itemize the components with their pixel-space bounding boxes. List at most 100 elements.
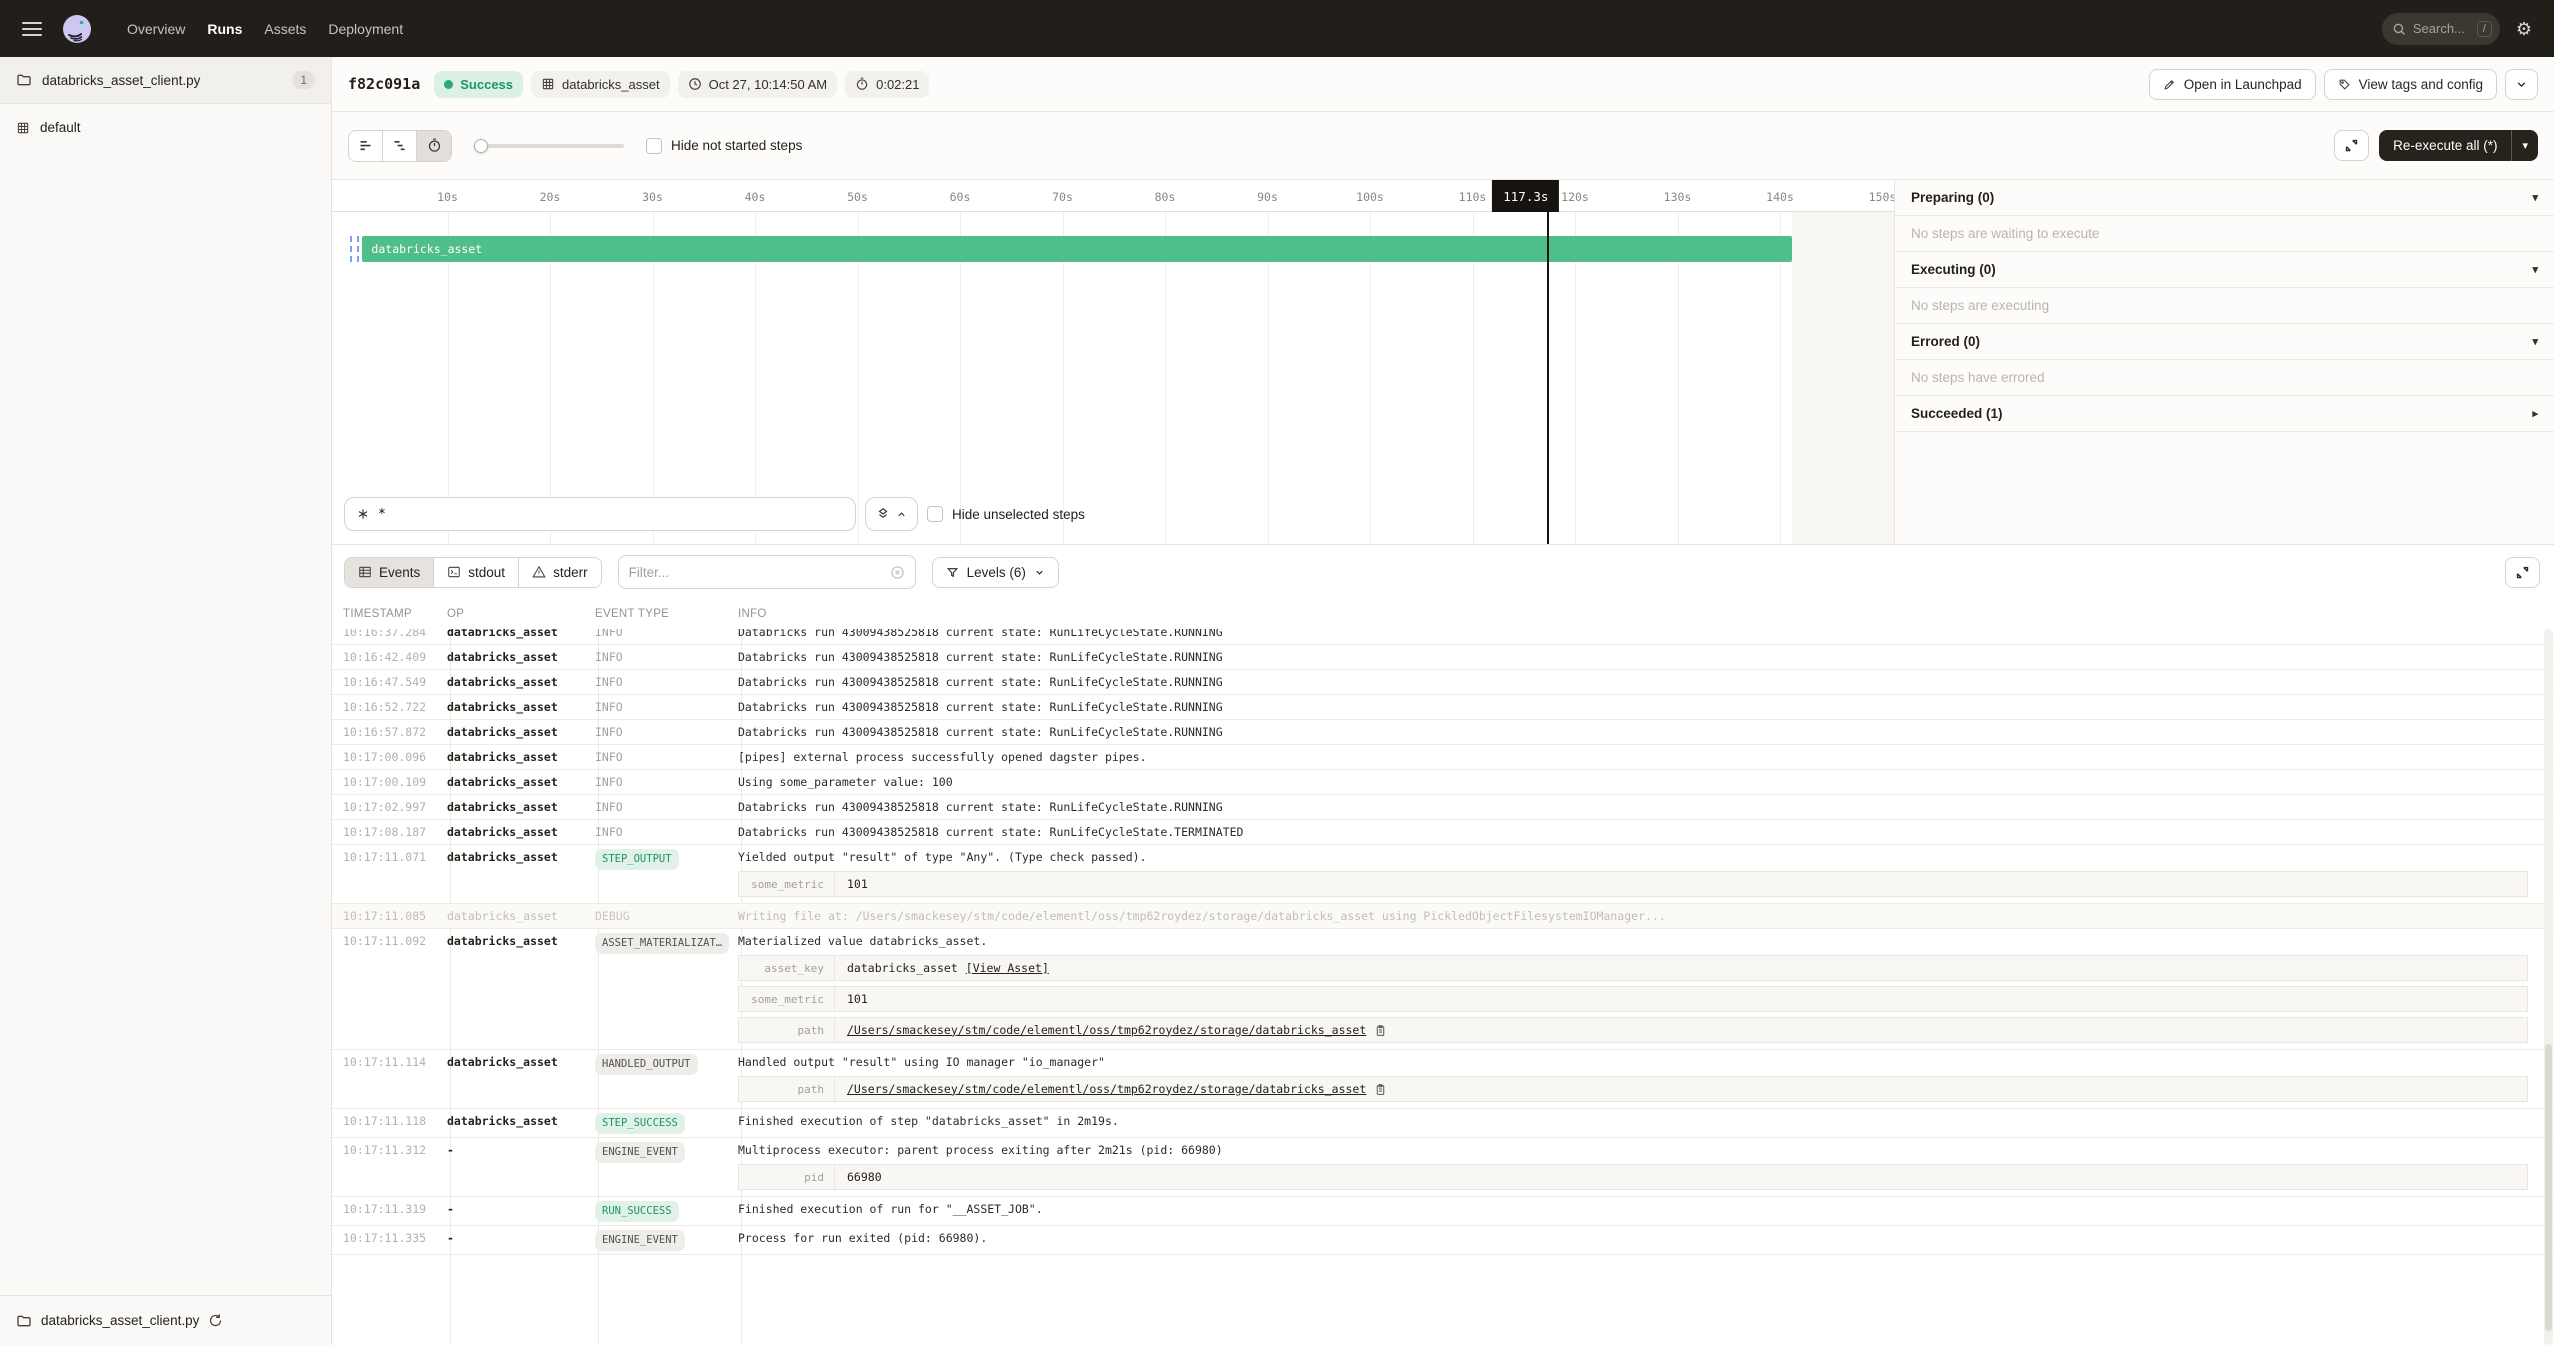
action-open-in-launchpad[interactable]: Open in Launchpad: [2148, 68, 2316, 100]
log-row[interactable]: 10:16:57.872 databricks_asset INFO Databric…: [332, 720, 2554, 745]
section-title: Preparing (0): [1911, 190, 1995, 205]
log-scrollbar[interactable]: [2544, 629, 2553, 1345]
metadata-path-link[interactable]: /Users/smackesey/stm/code/elementl/oss/t…: [847, 1081, 1367, 1096]
menu-icon[interactable]: [22, 21, 42, 36]
log-timestamp: 10:17:00.096: [343, 750, 427, 764]
section-header-errored[interactable]: Errored (0) ▾: [1895, 324, 2554, 360]
nav-link-overview[interactable]: Overview: [127, 20, 186, 37]
log-row[interactable]: 10:17:11.312 - ENGINE_EVENT Multiprocess ex…: [332, 1138, 2554, 1197]
metadata-key: path: [739, 1077, 835, 1101]
metadata-entry: some_metric 101: [738, 986, 2528, 1012]
run-tag-oct-27-10-14-50-am[interactable]: Oct 27, 10:14:50 AM: [677, 70, 838, 98]
after-run-end-region: [1792, 212, 1894, 544]
sidebar-item-databricks_asset_client.py[interactable]: databricks_asset_client.py 1: [0, 57, 331, 104]
column-header-event-type: EVENT TYPE: [595, 608, 670, 620]
event-type-badge: ENGINE_EVENT: [595, 1142, 685, 1163]
top-navbar: Overview Runs Assets Deployment / ⚙: [0, 0, 2554, 57]
run-tag-label: 0:02:21: [876, 76, 920, 92]
axis-tick-label: 80s: [1154, 190, 1176, 204]
caret-down-icon: ▾: [2532, 264, 2538, 276]
gantt-time-axis: 10s 20s 30s 40s 50s 60s 70s 80s 90s 100s 110s 120s 1…: [332, 180, 1894, 212]
log-op: databricks_asset: [447, 1114, 558, 1128]
step-selector[interactable]: [344, 497, 856, 531]
sidebar-footer-repo[interactable]: databricks_asset_client.py: [0, 1295, 331, 1345]
step-selector-input[interactable]: [378, 506, 844, 522]
log-filter-input[interactable]: [628, 564, 882, 580]
run-tag-0-02-21[interactable]: 0:02:21: [845, 70, 930, 98]
clear-filter-icon[interactable]: [890, 565, 905, 580]
copy-icon[interactable]: [1374, 1024, 1387, 1037]
sidebar-item-default[interactable]: default: [0, 104, 331, 151]
gantt-fullscreen-button[interactable]: [2334, 130, 2370, 161]
gantt-step-bar[interactable]: databricks_asset: [362, 236, 1793, 262]
log-row[interactable]: 10:16:47.549 databricks_asset INFO Databric…: [332, 670, 2554, 695]
log-row[interactable]: 10:17:00.109 databricks_asset INFO Using so…: [332, 770, 2554, 795]
section-header-succeeded[interactable]: Succeeded (1) ▸: [1895, 396, 2554, 432]
nav-link-assets[interactable]: Assets: [264, 20, 307, 37]
log-row[interactable]: 10:17:02.997 databricks_asset INFO Databric…: [332, 795, 2554, 820]
reexecute-all-button[interactable]: Re-execute all (*) ▾: [2379, 130, 2538, 161]
search-input[interactable]: [2412, 21, 2470, 36]
log-row[interactable]: 10:17:08.187 databricks_asset INFO Databric…: [332, 820, 2554, 845]
log-row[interactable]: 10:17:11.114 databricks_asset HANDLED_OUTP…: [332, 1050, 2554, 1109]
refresh-icon[interactable]: [208, 1313, 223, 1328]
log-row[interactable]: 10:17:11.085 databricks_asset DEBUG Writing…: [332, 904, 2554, 929]
action-view-tags-and-config[interactable]: View tags and config: [2323, 68, 2497, 100]
log-row[interactable]: 10:17:11.118 databricks_asset STEP_SUCCESS…: [332, 1109, 2554, 1138]
tab-stderr[interactable]: stderr: [519, 557, 601, 587]
run-count-badge: 1: [292, 71, 315, 89]
global-search[interactable]: /: [2381, 12, 2500, 45]
log-row[interactable]: 10:16:52.722 databricks_asset INFO Databric…: [332, 695, 2554, 720]
log-filter[interactable]: [617, 555, 916, 589]
log-row[interactable]: 10:17:11.335 - ENGINE_EVENT Process for run…: [332, 1226, 2554, 1255]
log-row[interactable]: 10:16:42.409 databricks_asset INFO Databric…: [332, 645, 2554, 670]
metadata-entry: some_metric 101: [738, 871, 2528, 897]
log-row[interactable]: 10:17:11.071 databricks_asset STEP_OUTPUT Y…: [332, 845, 2554, 904]
selector-options-button[interactable]: [865, 497, 918, 531]
dagster-logo[interactable]: [62, 14, 92, 44]
view-asset-link[interactable]: [View Asset]: [965, 960, 1049, 975]
axis-gridline: [960, 212, 961, 544]
log-timestamp: 10:16:37.284: [343, 629, 427, 639]
slider-knob[interactable]: [474, 138, 488, 153]
run-tag-databricks_asset[interactable]: databricks_asset: [531, 70, 670, 98]
view-waterfall-button[interactable]: [383, 130, 417, 161]
metadata-path-link[interactable]: /Users/smackesey/stm/code/elementl/oss/t…: [847, 1022, 1367, 1037]
log-timestamp: 10:17:08.187: [343, 825, 427, 839]
log-info: [pipes] external process successfully op…: [738, 749, 2554, 766]
log-scrollbar-thumb[interactable]: [2545, 1044, 2552, 1331]
flat-view-icon: [360, 140, 371, 151]
axis-tick-label: 10s: [437, 190, 458, 204]
log-info: Databricks run 43009438525818 current st…: [738, 799, 2554, 816]
view-flat-button[interactable]: [349, 130, 383, 161]
log-fullscreen-button[interactable]: [2505, 556, 2540, 588]
section-header-preparing[interactable]: Preparing (0) ▾: [1895, 180, 2554, 216]
column-header-op: OP: [447, 608, 465, 620]
log-row[interactable]: 10:16:37.284 databricks_asset INFO Databric…: [332, 629, 2554, 645]
copy-icon[interactable]: [1374, 1083, 1387, 1096]
log-event-type: INFO: [595, 675, 623, 689]
nav-link-deployment[interactable]: Deployment: [328, 20, 404, 37]
log-row[interactable]: 10:17:00.096 databricks_asset INFO [pipes] …: [332, 745, 2554, 770]
timeline-zoom-slider[interactable]: [474, 138, 624, 153]
gear-icon[interactable]: ⚙: [2515, 18, 2532, 39]
waterfall-view-icon: [394, 140, 405, 151]
tab-events[interactable]: Events: [345, 557, 435, 587]
metadata-key: pid: [739, 1165, 835, 1189]
log-row[interactable]: 10:17:11.319 - RUN_SUCCESS Finished executi…: [332, 1197, 2554, 1226]
op-selector-icon: [356, 507, 370, 521]
log-timestamp: 10:16:47.549: [343, 675, 427, 689]
run-more-actions-button[interactable]: [2505, 68, 2538, 100]
view-timed-button[interactable]: [417, 130, 451, 161]
levels-dropdown[interactable]: Levels (6): [931, 556, 1059, 588]
hide-unselected-checkbox[interactable]: Hide unselected steps: [927, 506, 1085, 522]
bar-drag-handle[interactable]: [350, 236, 360, 262]
log-row[interactable]: 10:17:11.092 databricks_asset ASSET_MATERI…: [332, 929, 2554, 1050]
hide-not-started-checkbox[interactable]: Hide not started steps: [646, 137, 802, 154]
tab-stdout[interactable]: stdout: [434, 557, 520, 587]
nav-link-runs[interactable]: Runs: [207, 20, 243, 37]
section-header-executing[interactable]: Executing (0) ▾: [1895, 252, 2554, 288]
reexecute-dropdown-caret[interactable]: ▾: [2511, 130, 2538, 161]
log-tabs: Events stdout stderr: [344, 556, 602, 588]
metadata-value: databricks_asset [View Asset]: [835, 956, 1061, 980]
